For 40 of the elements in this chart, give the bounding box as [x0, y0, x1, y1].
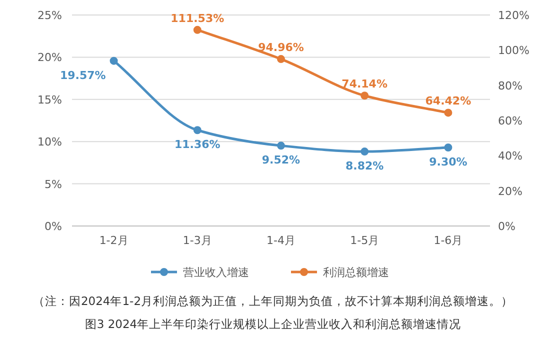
- point: [193, 26, 202, 34]
- text: （注：因2024年1-2月利润总额为正值，上年同期为负值，故不计算本期利润总额增速。）: [32, 294, 514, 308]
- data-label: 64.42%: [425, 94, 472, 108]
- y2-tick-label: 20%: [498, 184, 522, 198]
- legend-label: 营业收入增速: [183, 266, 249, 279]
- x-tick-label: 1-6月: [434, 234, 463, 247]
- y-tick-label: 15%: [38, 93, 62, 106]
- x-tick-label: 1-4月: [266, 234, 296, 247]
- y2-tick-label: 40%: [498, 150, 522, 163]
- y2-tick-label: 120%: [498, 9, 530, 22]
- y2-tick-label: 60%: [498, 114, 522, 128]
- point: [193, 126, 202, 134]
- data-label: 19.57%: [60, 68, 106, 82]
- legend-label: 利润总额增速: [323, 266, 389, 279]
- point: [277, 55, 285, 64]
- y-tick-label: 0%: [44, 220, 62, 233]
- data-label: 94.96%: [258, 41, 304, 54]
- x-tick-label: 1-3月: [182, 234, 212, 247]
- y2-tick-label: 100%: [498, 44, 530, 58]
- point: [444, 108, 452, 117]
- point: [360, 92, 369, 100]
- point: [110, 56, 118, 65]
- x-tick-label: 1-2月: [99, 234, 128, 247]
- point: [444, 144, 452, 152]
- y-tick-label: 20%: [38, 51, 62, 64]
- y-tick-label: 10%: [38, 136, 62, 149]
- y2-tick-label: 0%: [498, 220, 516, 233]
- data-label: 9.52%: [262, 154, 300, 167]
- data-label: 9.30%: [429, 156, 468, 169]
- data-label: 11.36%: [174, 138, 220, 152]
- x-tick-label: 1-5月: [350, 234, 380, 247]
- data-label: 74.14%: [342, 78, 388, 91]
- y2-tick-label: 80%: [498, 79, 522, 92]
- text: 图3 2024年上半年印染行业规模以上企业营业收入和利润总额增速情况: [84, 317, 462, 331]
- y-tick-label: 25%: [38, 9, 62, 22]
- point: [277, 142, 285, 150]
- point: [360, 148, 369, 156]
- y-tick-label: 5%: [44, 178, 62, 191]
- data-label: 111.53%: [170, 12, 224, 25]
- data-label: 8.82%: [346, 160, 384, 173]
